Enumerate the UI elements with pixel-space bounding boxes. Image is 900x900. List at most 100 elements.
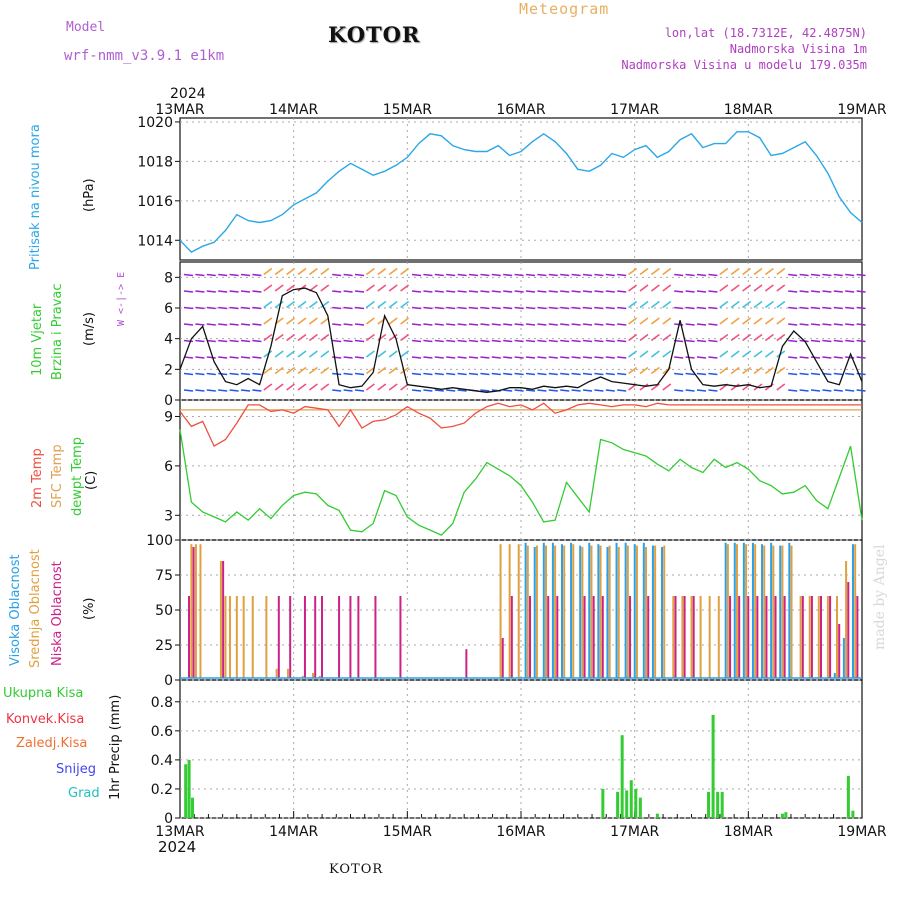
wind-barb bbox=[719, 350, 729, 358]
wind-barb bbox=[343, 290, 353, 293]
wind-barb bbox=[343, 389, 353, 392]
wind-barb bbox=[411, 339, 422, 343]
wind-barb bbox=[514, 389, 524, 392]
wind-barb bbox=[617, 273, 627, 277]
wind-barb bbox=[662, 267, 672, 276]
high-cloud-bar bbox=[606, 547, 609, 678]
precip-bar bbox=[616, 791, 620, 818]
wind-barb bbox=[320, 267, 330, 276]
wind-barb bbox=[195, 356, 205, 359]
low-cloud-bar bbox=[847, 582, 850, 678]
wind-barb bbox=[514, 323, 524, 326]
wind-barb bbox=[434, 356, 444, 359]
wind-barb bbox=[582, 339, 593, 343]
mid-cloud-bar bbox=[690, 596, 693, 678]
y-tick-label: 0 bbox=[164, 811, 173, 827]
wind-barb bbox=[776, 267, 786, 276]
wind-barb bbox=[764, 350, 774, 358]
wind-barb bbox=[446, 323, 456, 326]
wind-barb bbox=[822, 323, 832, 326]
legend-hail: Grad bbox=[68, 786, 100, 801]
wind-barb bbox=[719, 333, 729, 342]
wind-barb bbox=[776, 317, 786, 325]
wind-barb bbox=[799, 323, 809, 326]
wind-barb bbox=[605, 290, 615, 293]
wind-barb bbox=[308, 350, 318, 358]
x-tick-label-top: 19MAR bbox=[837, 102, 886, 118]
wind-barb bbox=[753, 350, 763, 358]
low-cloud-bar bbox=[774, 596, 777, 678]
wind-barb bbox=[365, 300, 375, 309]
x-tick-label-bottom: 17MAR bbox=[610, 824, 659, 840]
wind-barb bbox=[560, 356, 570, 359]
high-cloud-bar bbox=[661, 547, 664, 678]
high-cloud-bar bbox=[842, 638, 845, 678]
wind-barb bbox=[343, 273, 353, 277]
wind-barb bbox=[206, 356, 216, 359]
wind-barb bbox=[617, 323, 627, 326]
wind-barb bbox=[218, 290, 228, 293]
wind-barb bbox=[639, 267, 649, 276]
wind-barb bbox=[400, 366, 410, 375]
wind-barb bbox=[560, 372, 570, 376]
wind-barb bbox=[845, 306, 855, 310]
wind-barb bbox=[582, 356, 593, 359]
wind-barb bbox=[183, 389, 194, 392]
wind-barb bbox=[571, 273, 581, 277]
wind-barb bbox=[708, 372, 718, 376]
wind-barb bbox=[845, 339, 855, 343]
low-cloud-bar bbox=[629, 596, 632, 678]
wind-barb bbox=[662, 284, 672, 292]
wind-barb bbox=[628, 366, 638, 375]
wind-barb bbox=[548, 273, 558, 277]
wind-barb bbox=[822, 273, 832, 277]
wind-barb bbox=[446, 356, 456, 359]
wind-barb bbox=[560, 339, 570, 343]
wind-barb bbox=[822, 339, 832, 343]
wind-barb bbox=[856, 290, 866, 293]
wind-barb bbox=[628, 333, 638, 342]
wind-barb bbox=[354, 389, 365, 392]
temp2m-line bbox=[179, 402, 862, 448]
wind-barb bbox=[218, 339, 228, 343]
wind-barb bbox=[183, 372, 194, 376]
wind-barb bbox=[650, 366, 660, 375]
mid-cloud-bar bbox=[754, 544, 757, 678]
low-cloud-bar bbox=[188, 596, 191, 678]
wind-barb bbox=[525, 372, 536, 376]
low-cloud-bar bbox=[738, 596, 741, 678]
wind-barb bbox=[457, 306, 467, 310]
wind-barb bbox=[320, 300, 330, 309]
wind-barb bbox=[605, 323, 615, 326]
wind-barb bbox=[845, 290, 855, 293]
wind-barb bbox=[503, 323, 513, 326]
wind-barb bbox=[320, 383, 330, 391]
precip-bar bbox=[601, 788, 605, 818]
wind-barb bbox=[650, 333, 660, 342]
mid-cloud-bar bbox=[635, 545, 638, 678]
wind-barb bbox=[332, 389, 342, 392]
y-tick-label: 0.8 bbox=[151, 695, 173, 711]
high-cloud-bar bbox=[751, 542, 754, 678]
mid-cloud-bar bbox=[554, 545, 557, 678]
wind-barb bbox=[263, 284, 273, 292]
wind-barb bbox=[537, 389, 547, 392]
mid-cloud-bar bbox=[626, 545, 629, 678]
wind-barb bbox=[674, 273, 684, 277]
wind-barb bbox=[514, 356, 524, 359]
wind-barb bbox=[696, 273, 707, 277]
low-cloud-bar bbox=[601, 596, 604, 678]
y-tick-label: 1016 bbox=[137, 194, 173, 210]
wind-barb bbox=[503, 273, 513, 277]
low-cloud-bar bbox=[547, 596, 550, 678]
wind-barb bbox=[229, 290, 239, 293]
dewpt-line bbox=[179, 429, 863, 536]
wind-barb bbox=[856, 273, 866, 277]
high-cloud-bar bbox=[624, 542, 627, 678]
wind-barb bbox=[480, 306, 490, 310]
wind-barb bbox=[308, 366, 318, 375]
wind-barb bbox=[764, 333, 774, 342]
wind-barb bbox=[833, 273, 843, 277]
wind-barb bbox=[503, 339, 513, 343]
